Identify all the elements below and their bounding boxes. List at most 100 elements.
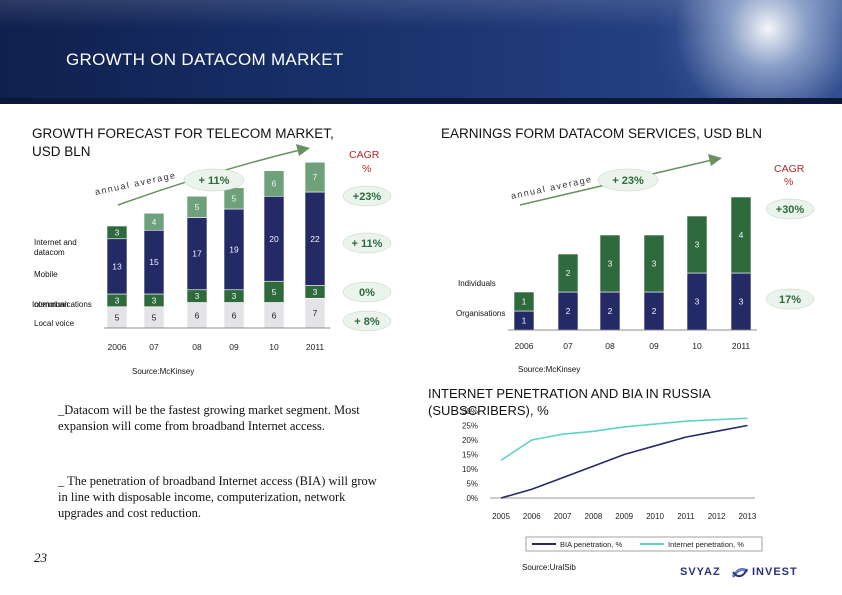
bar-value-label: 3 xyxy=(232,291,237,301)
bar-segment xyxy=(513,291,535,312)
growth-arrow-head xyxy=(708,154,722,166)
x-tick-label: 09 xyxy=(229,342,239,352)
line-chart-title-line1: INTERNET PENETRATION AND BIA IN RUSSIA xyxy=(428,386,711,401)
y-tick-label: 20% xyxy=(462,436,478,445)
left-source: Source:McKinsey xyxy=(132,367,195,376)
bar-segment xyxy=(686,215,708,274)
bar-segment xyxy=(263,170,285,197)
x-tick-label: 2011 xyxy=(677,512,695,521)
bar-value-label: 3 xyxy=(652,259,657,269)
right-cagr-label: CAGR xyxy=(774,163,805,175)
bar-segment xyxy=(557,253,579,293)
bar-value-label: 2 xyxy=(566,306,571,316)
x-tick-label: 2009 xyxy=(615,512,633,521)
bar-value-label: 4 xyxy=(152,217,157,227)
cagr-badge xyxy=(765,288,815,310)
bar-value-label: 3 xyxy=(739,297,744,307)
legend-label-internet: Internet penetration, % xyxy=(668,540,744,549)
x-tick-label: 2006 xyxy=(108,342,127,352)
y-tick-label: 5% xyxy=(466,480,478,489)
header-glow xyxy=(642,0,842,104)
bar-value-label: 1 xyxy=(522,297,527,307)
bar-value-label: 3 xyxy=(608,259,613,269)
legend-label-bia: BIA penetration, % xyxy=(560,540,622,549)
y-tick-label: 0% xyxy=(466,494,478,503)
line-chart-title-line2: (SUBSCRIBERS), % xyxy=(428,403,549,418)
cagr-badge xyxy=(342,281,392,303)
left-chart-title-line1: GROWTH FORECAST FOR TELECOM MARKET, xyxy=(32,126,334,141)
series-line-bia xyxy=(500,424,748,499)
bar-value-label: 5 xyxy=(232,193,237,203)
bar-value-label: 6 xyxy=(195,310,200,320)
page-number: 23 xyxy=(34,550,47,565)
bar-segment xyxy=(106,225,128,240)
bar-value-label: 3 xyxy=(152,295,157,305)
left-cagr-label: CAGR xyxy=(349,149,380,161)
logo-mark-icon xyxy=(732,566,748,580)
bar-value-label: 3 xyxy=(115,227,120,237)
bar-value-label: 3 xyxy=(695,297,700,307)
bar-value-label: 6 xyxy=(272,179,277,189)
bar-value-label: 5 xyxy=(115,312,120,322)
growth-arrow-head xyxy=(296,144,310,156)
left-segment-interurban: Interurban xyxy=(32,300,69,309)
left-segment-communications: communications xyxy=(34,300,92,309)
bar-value-label: 13 xyxy=(112,261,122,271)
bar-value-label: 7 xyxy=(313,308,318,318)
cagr-value: +23% xyxy=(353,191,382,203)
growth-badge xyxy=(597,168,659,192)
x-tick-label: 08 xyxy=(192,342,202,352)
x-tick-label: 2006 xyxy=(523,512,541,521)
x-tick-label: 2007 xyxy=(554,512,572,521)
bar-value-label: 6 xyxy=(232,310,237,320)
bar-value-label: 6 xyxy=(272,310,277,320)
cagr-value: 0% xyxy=(359,287,375,299)
left-segment-local-voice: Local voice xyxy=(34,319,75,328)
bar-segment xyxy=(186,195,208,218)
bar-value-label: 20 xyxy=(269,234,279,244)
cagr-value: +30% xyxy=(776,204,805,216)
line-chart-source: Source:UralSib xyxy=(522,563,576,572)
bar-value-label: 2 xyxy=(652,306,657,316)
left-chart-title-line2: USD BLN xyxy=(32,144,91,159)
header-rule xyxy=(0,98,842,104)
cagr-badge xyxy=(342,232,392,254)
cagr-value: + 8% xyxy=(354,316,380,328)
x-tick-label: 10 xyxy=(692,341,702,351)
right-segment-organisations: Organisations xyxy=(456,309,506,318)
x-tick-label: 07 xyxy=(149,342,159,352)
x-tick-label: 2013 xyxy=(739,512,757,521)
bar-segment xyxy=(643,234,665,293)
bar-value-label: 1 xyxy=(522,316,527,326)
right-cagr-unit: % xyxy=(784,176,794,188)
x-tick-label: 2008 xyxy=(585,512,603,521)
bar-value-label: 3 xyxy=(695,240,700,250)
logo: SVYAZ INVEST xyxy=(680,566,810,582)
bar-segment xyxy=(730,196,752,274)
bar-value-label: 15 xyxy=(149,257,159,267)
bar-value-label: 5 xyxy=(152,312,157,322)
x-tick-label: 2010 xyxy=(646,512,664,521)
bar-value-label: 3 xyxy=(313,287,318,297)
bar-value-label: 3 xyxy=(195,291,200,301)
bar-value-label: 5 xyxy=(195,202,200,212)
x-tick-label: 10 xyxy=(269,342,279,352)
x-tick-label: 2005 xyxy=(492,512,510,521)
bar-value-label: 2 xyxy=(566,268,571,278)
bar-value-label: 5 xyxy=(272,287,277,297)
right-segment-individuals: Individuals xyxy=(458,279,496,288)
y-tick-label: 10% xyxy=(462,465,478,474)
bar-value-label: 17 xyxy=(192,249,202,259)
x-tick-label: 09 xyxy=(649,341,659,351)
bar-value-label: 22 xyxy=(310,234,320,244)
x-tick-label: 07 xyxy=(563,341,573,351)
series-line-internet xyxy=(500,417,748,461)
y-tick-label: 15% xyxy=(462,451,478,460)
x-tick-label: 2006 xyxy=(515,341,534,351)
cagr-badge xyxy=(342,185,392,207)
x-tick-label: 08 xyxy=(605,341,615,351)
x-tick-label: 2011 xyxy=(732,341,751,351)
bar-segment xyxy=(599,234,621,293)
cagr-value: + 11% xyxy=(352,238,383,250)
